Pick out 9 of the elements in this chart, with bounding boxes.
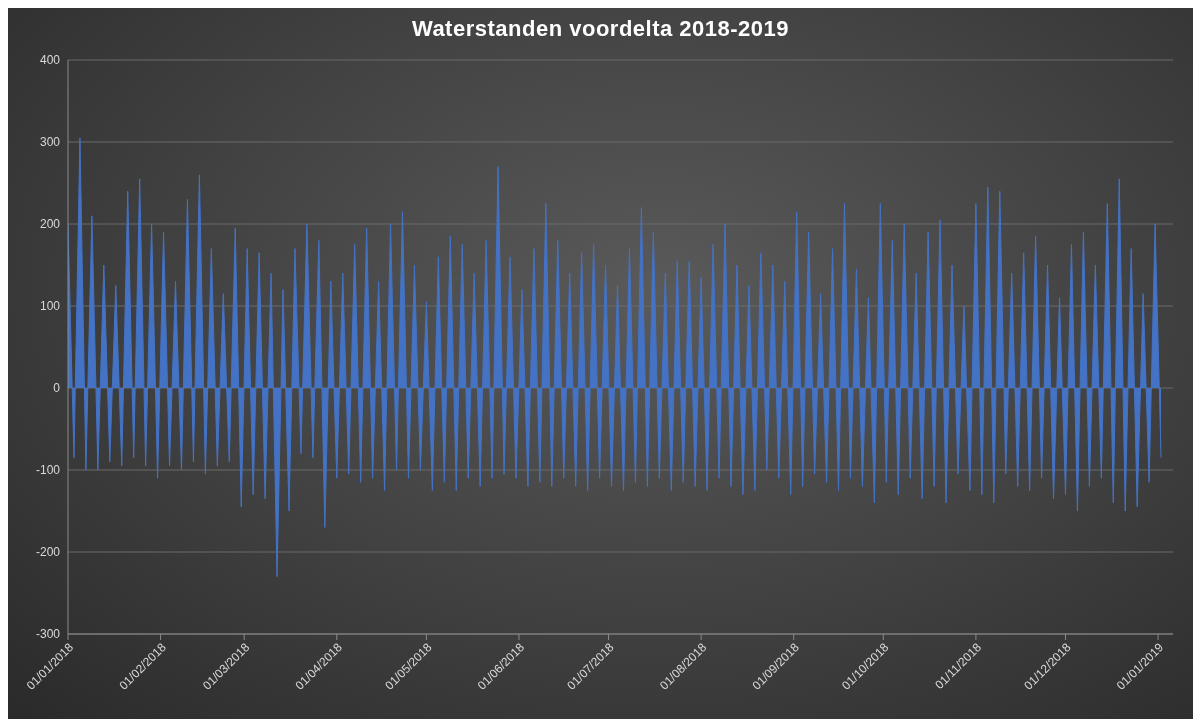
y-tick-label: -200 bbox=[35, 545, 61, 560]
y-tick-label: 400 bbox=[39, 53, 61, 68]
y-tick-label: 200 bbox=[39, 217, 61, 232]
y-tick-label: 0 bbox=[53, 381, 61, 396]
chart-title: Waterstanden voordelta 2018-2019 bbox=[410, 15, 791, 43]
y-tick-label: -100 bbox=[35, 463, 61, 478]
y-tick-label: 100 bbox=[39, 299, 61, 314]
y-tick-label: -300 bbox=[35, 627, 61, 642]
y-tick-label: 300 bbox=[39, 135, 61, 150]
